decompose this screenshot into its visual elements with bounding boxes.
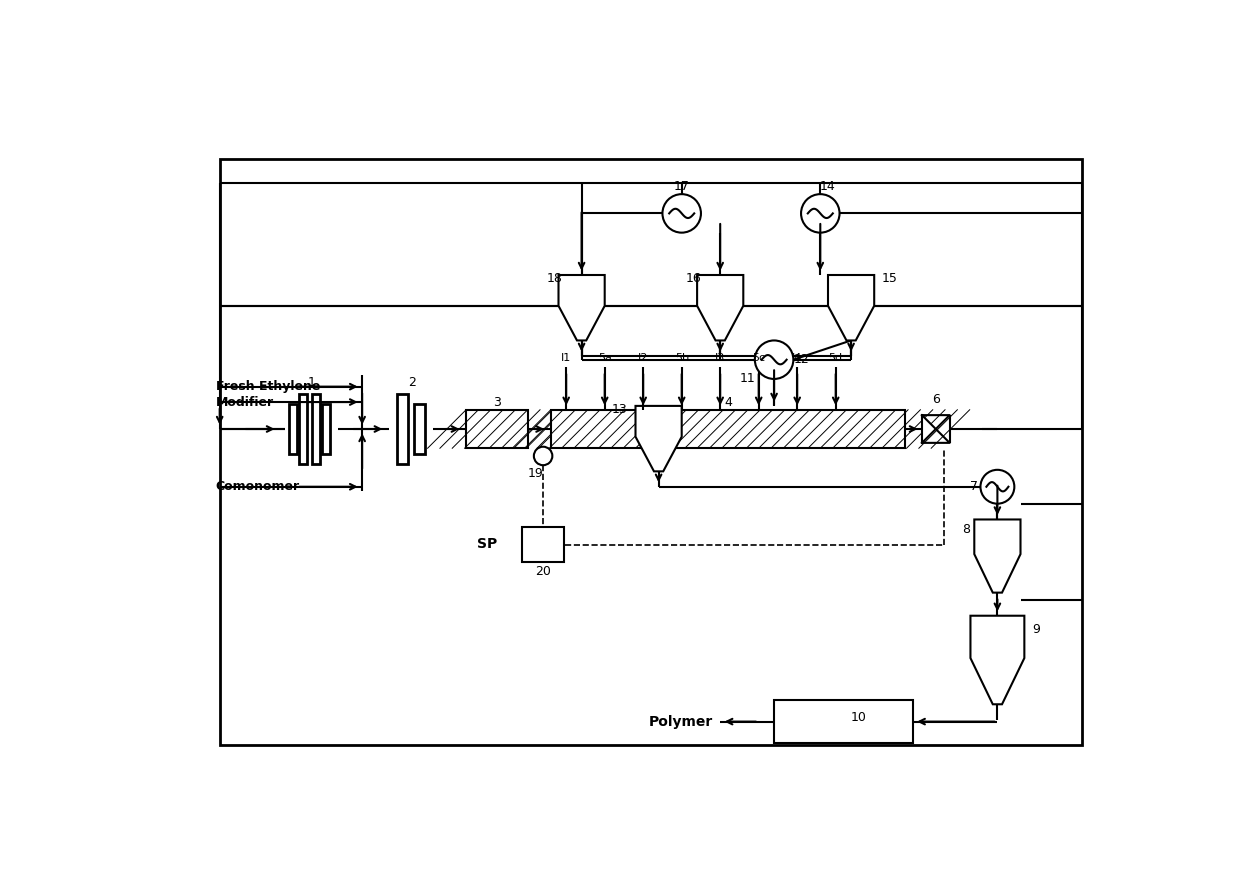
Circle shape (801, 194, 839, 232)
Text: 5d: 5d (828, 353, 843, 363)
Polygon shape (971, 616, 1024, 704)
Text: 1: 1 (309, 377, 316, 389)
Bar (312, 394, 320, 464)
Polygon shape (558, 275, 605, 341)
Text: Modifier: Modifier (216, 395, 274, 408)
Circle shape (662, 194, 701, 232)
Text: 14: 14 (820, 180, 836, 193)
Bar (397, 394, 408, 464)
Text: 11: 11 (739, 372, 755, 385)
Text: 15: 15 (882, 272, 898, 285)
Text: 8: 8 (962, 523, 971, 536)
Text: I4: I4 (792, 353, 802, 363)
Polygon shape (828, 275, 874, 341)
Text: 13: 13 (613, 403, 627, 416)
Bar (466, 410, 528, 448)
Polygon shape (975, 519, 1021, 592)
Bar (322, 404, 330, 454)
Text: 17: 17 (673, 180, 689, 193)
Text: 6: 6 (932, 393, 940, 407)
Text: SP: SP (476, 538, 497, 552)
Text: I3: I3 (715, 353, 725, 363)
Bar (414, 404, 425, 454)
Text: 20: 20 (536, 565, 551, 578)
Text: 5a: 5a (598, 353, 611, 363)
Text: 2: 2 (408, 377, 417, 389)
Text: 3: 3 (494, 395, 501, 408)
Text: 7: 7 (970, 480, 978, 494)
Polygon shape (635, 406, 682, 472)
Polygon shape (923, 415, 950, 443)
Bar (289, 404, 296, 454)
Bar (522, 527, 564, 561)
Text: 10: 10 (851, 711, 867, 724)
Text: Polymer: Polymer (649, 715, 713, 729)
Text: 9: 9 (1032, 623, 1040, 635)
Circle shape (755, 341, 794, 379)
Text: 4: 4 (724, 395, 732, 408)
Polygon shape (697, 275, 743, 341)
Circle shape (981, 470, 1014, 503)
Text: 12: 12 (794, 353, 810, 366)
Bar (219, 159, 1083, 744)
Text: 16: 16 (686, 272, 701, 285)
Text: Fresh Ethylene: Fresh Ethylene (216, 380, 320, 393)
Bar (551, 410, 905, 448)
Text: 18: 18 (547, 272, 563, 285)
Text: 19: 19 (527, 467, 543, 480)
Text: 5c: 5c (753, 353, 765, 363)
Bar (774, 700, 913, 743)
Bar (299, 394, 306, 464)
Text: I1: I1 (560, 353, 572, 363)
Text: Comonomer: Comonomer (216, 480, 300, 494)
Text: 5b: 5b (675, 353, 688, 363)
Circle shape (534, 447, 552, 466)
Text: I2: I2 (639, 353, 649, 363)
